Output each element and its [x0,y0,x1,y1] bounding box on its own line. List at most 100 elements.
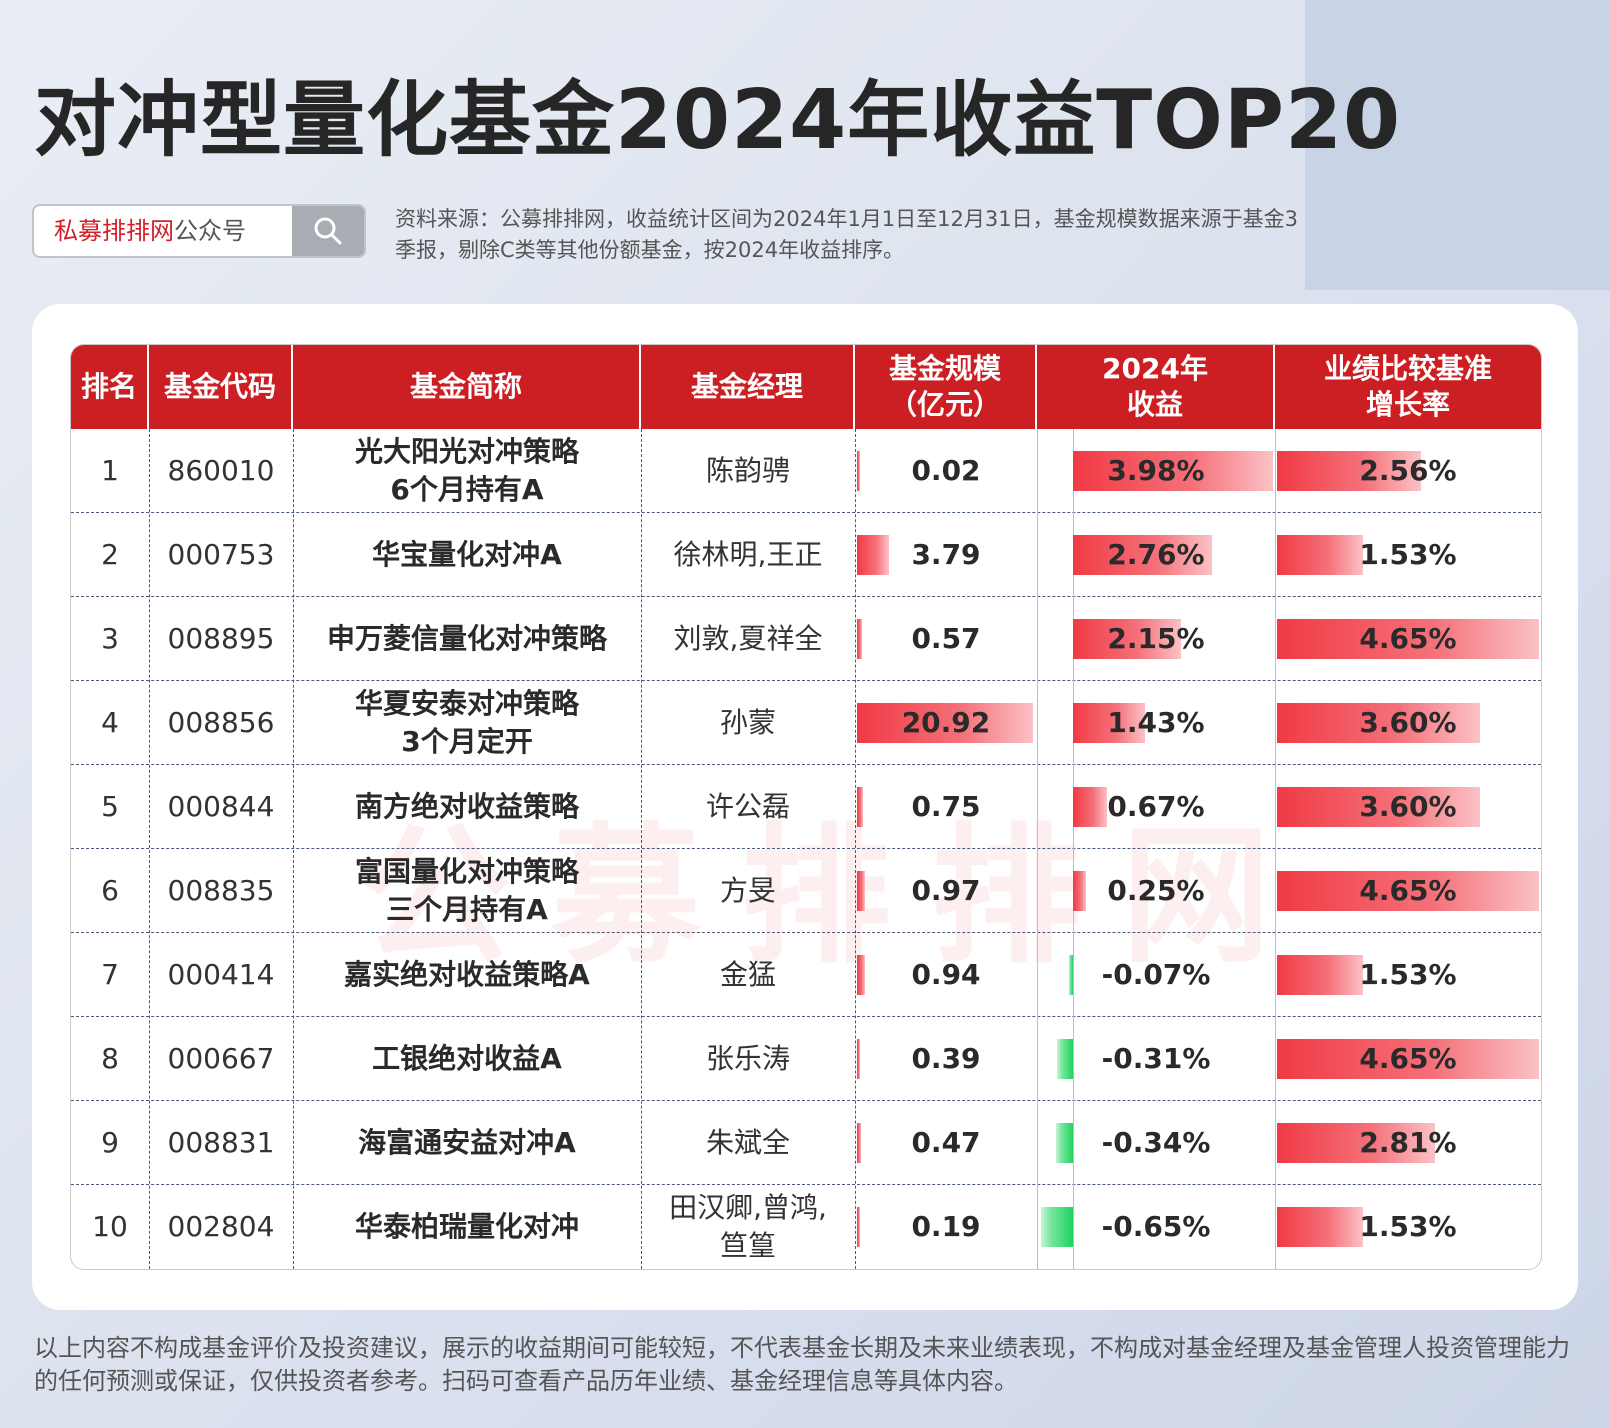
return-cell: 2.76% [1107,538,1205,571]
rank-cell: 9 [101,1126,119,1159]
manager-cell: 朱斌全 [705,1126,790,1159]
benchmark-bar [1277,787,1480,827]
scale-cell: 0.57 [911,622,981,655]
scale-cell: 0.47 [911,1126,981,1159]
return-bar [1073,451,1273,491]
benchmark-cell: 2.56% [1359,454,1457,487]
manager-cell: 孙蒙 [719,706,776,739]
scale-bar [857,1207,860,1247]
manager-cell: 方旻 [719,874,776,907]
code-cell: 002804 [167,1210,275,1243]
table-row: 4 008856 华夏安泰对冲策略 3个月定开 孙蒙 20.92 1.43% 3.60% [71,681,1541,765]
scale-cell: 20.92 [901,706,991,739]
search-suffix: 公众号 [174,217,246,245]
scale-bar [857,871,866,911]
return-bar [1073,703,1145,743]
rank-cell: 10 [92,1210,128,1243]
header-rank: 排名 [71,345,149,429]
fund-name-cell: 华泰柏瑞量化对冲 [354,1210,579,1243]
fund-name-cell: 嘉实绝对收益策略A [344,958,590,991]
code-cell: 008835 [167,874,275,907]
code-cell: 008831 [167,1126,275,1159]
header-code: 基金代码 [149,345,293,429]
search-icon [314,217,342,245]
code-cell: 000753 [167,538,275,571]
code-cell: 000414 [167,958,275,991]
table-row: 9 008831 海富通安益对冲A 朱斌全 0.47 -0.34% 2.81% [71,1101,1541,1185]
column-divider [1073,429,1074,1269]
code-cell: 000844 [167,790,275,823]
scale-bar [857,955,865,995]
benchmark-cell: 4.65% [1359,622,1457,655]
manager-cell: 张乐涛 [705,1042,790,1075]
return-cell: -0.65% [1101,1210,1211,1243]
fund-name-cell: 南方绝对收益策略 [354,790,579,823]
scale-bar [857,1123,861,1163]
return-cell: 2.15% [1107,622,1205,655]
rank-cell: 3 [101,622,119,655]
return-bar [1069,955,1073,995]
scale-cell: 0.39 [911,1042,981,1075]
column-divider [293,429,294,1269]
search-brand: 私募排排网 [54,217,174,245]
table-row: 2 000753 华宝量化对冲A 徐林明,王正 3.79 2.76% 1.53% [71,513,1541,597]
return-bar [1073,871,1086,911]
scale-cell: 0.75 [911,790,981,823]
benchmark-bar [1277,1039,1539,1079]
fund-table: 公募排排网 排名 基金代码 基金简称 基金经理 基金规模 （亿元） 2024年 收益 业绩比… [70,344,1542,1270]
scale-bar [857,1039,861,1079]
return-bar [1041,1207,1073,1247]
fund-name-cell: 工银绝对收益A [372,1042,562,1075]
manager-cell: 金猛 [719,958,776,991]
table-row: 6 008835 富国量化对冲策略 三个月持有A 方旻 0.97 0.25% 4.65% [71,849,1541,933]
column-divider [855,429,856,1269]
table-row: 1 860010 光大阳光对冲策略 6个月持有A 陈韵骋 0.02 3.98% 2.56% [71,429,1541,513]
table-row: 10 002804 华泰柏瑞量化对冲 田汉卿,曾鸿, 笪篁 0.19 -0.65% 1.53… [71,1185,1541,1269]
column-divider [1037,429,1038,1269]
scale-cell: 0.19 [911,1210,981,1243]
search-box[interactable]: 私募排排网公众号 [32,204,366,258]
code-cell: 008895 [167,622,275,655]
manager-cell: 陈韵骋 [705,454,790,487]
search-placeholder: 私募排排网公众号 [54,206,246,256]
benchmark-cell: 4.65% [1359,874,1457,907]
scale-bar [857,787,864,827]
manager-cell: 许公磊 [705,790,790,823]
benchmark-cell: 2.81% [1359,1126,1457,1159]
rank-cell: 5 [101,790,119,823]
search-button[interactable] [292,206,364,256]
header-scale: 基金规模 （亿元） [855,345,1037,429]
benchmark-bar [1277,619,1539,659]
disclaimer: 以上内容不构成基金评价及投资建议，展示的收益期间可能较短，不代表基金长期及未来业… [34,1334,1570,1395]
rank-cell: 8 [101,1042,119,1075]
return-bar [1057,1039,1073,1079]
return-cell: -0.34% [1101,1126,1211,1159]
rank-cell: 6 [101,874,119,907]
fund-name-cell: 申万菱信量化对冲策略 [326,622,607,655]
source-note: 资料来源：公募排排网，收益统计区间为2024年1月1日至12月31日，基金规模数… [395,207,1298,262]
rank-cell: 4 [101,706,119,739]
return-bar [1073,787,1107,827]
scale-bar [857,619,862,659]
scale-bar [857,535,889,575]
benchmark-cell: 3.60% [1359,790,1457,823]
return-bar [1073,619,1182,659]
scale-cell: 3.79 [911,538,981,571]
return-cell: 0.67% [1107,790,1205,823]
return-cell: 1.43% [1107,706,1205,739]
return-bar [1073,535,1212,575]
header-benchmark: 业绩比较基准 增长率 [1323,352,1492,421]
fund-name-cell: 光大阳光对冲策略 6个月持有A [354,435,579,506]
table-card: 公募排排网 排名 基金代码 基金简称 基金经理 基金规模 （亿元） 2024年 收益 业绩比… [32,304,1578,1310]
table-row: 3 008895 申万菱信量化对冲策略 刘敦,夏祥全 0.57 2.15% 4.65% [71,597,1541,681]
scale-cell: 0.94 [911,958,981,991]
return-cell: 3.98% [1107,454,1205,487]
benchmark-bar [1277,871,1539,911]
benchmark-cell: 1.53% [1359,538,1457,571]
table-row: 7 000414 嘉实绝对收益策略A 金猛 0.94 -0.07% 1.53% [71,933,1541,1017]
fund-name-cell: 华宝量化对冲A [372,538,562,571]
column-divider [641,429,642,1269]
fund-name-cell: 海富通安益对冲A [358,1126,576,1159]
code-cell: 860010 [167,454,275,487]
page-title: 对冲型量化基金2024年收益TOP20 [34,73,1402,168]
